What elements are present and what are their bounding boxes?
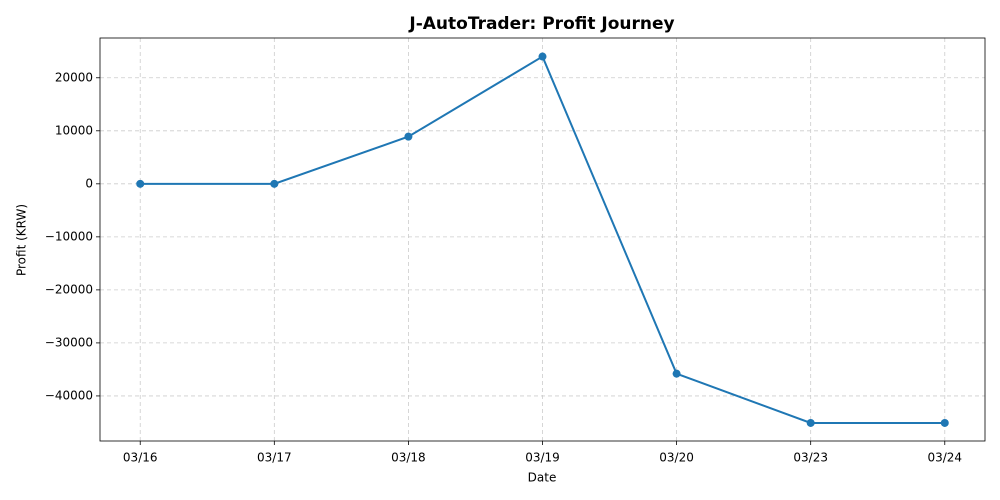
x-tick-label: 03/17: [257, 451, 292, 465]
x-tick-label: 03/18: [391, 451, 426, 465]
point: [940, 418, 949, 427]
y-tick-label: −30000: [45, 335, 93, 349]
y-tick-label: 0: [85, 176, 93, 190]
x-tick-label: 03/24: [927, 451, 962, 465]
point: [404, 132, 413, 141]
point: [672, 369, 681, 378]
x-tick-label: 03/20: [659, 451, 694, 465]
x-tick-label: 03/23: [793, 451, 828, 465]
point: [806, 418, 815, 427]
y-tick-label: −10000: [45, 229, 93, 243]
point: [136, 179, 145, 188]
y-tick-label: −20000: [45, 282, 93, 296]
point: [270, 179, 279, 188]
y-tick-label: −40000: [45, 388, 93, 402]
y-tick-label: 20000: [55, 70, 93, 84]
x-tick-label: 03/16: [123, 451, 158, 465]
y-tick-label: 10000: [55, 123, 93, 137]
plot-frame: [99, 37, 986, 442]
chart-title: J-AutoTrader: Profit Journey: [408, 14, 674, 34]
x-axis-label: Date: [528, 471, 557, 485]
y-axis-label: Profit (KRW): [15, 204, 29, 276]
point: [538, 52, 547, 61]
x-tick-label: 03/19: [525, 451, 560, 465]
